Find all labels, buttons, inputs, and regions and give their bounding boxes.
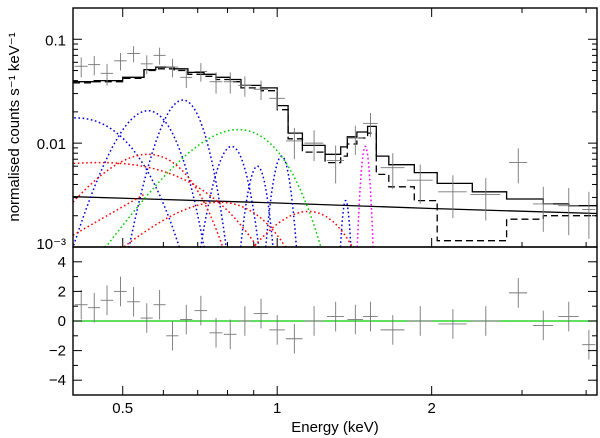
residual-point-14 [269,315,285,345]
spectrum-point-24 [509,148,528,184]
residual-data-points [74,276,596,360]
gaussian-component-3-6 [339,199,352,248]
residual-y-tick-label-4: −4 [49,372,66,389]
model-curves [72,66,598,248]
gaussian-baseline-5 [72,193,145,236]
residual-y-tick-label-3: −2 [49,343,66,360]
gaussian-component-5-0 [73,161,260,248]
residual-y-tick-label-2: 0 [58,313,66,330]
spectrum-point-12 [238,76,252,97]
model-step-curve-0 [73,66,597,207]
spectrum-y-axis-label: normalised counts s⁻¹ keV⁻¹ [6,32,23,221]
spectrum-point-26 [558,187,579,236]
gaussian-component-3-1 [72,110,205,248]
residual-point-8 [180,304,193,335]
residual-point-12 [238,306,252,336]
energy-x-tick-labels: 0.5 1 2 [112,400,436,417]
spectrum-point-7 [166,58,179,78]
spectrum-point-8 [180,68,193,88]
residual-point-25 [532,310,554,341]
energy-tick-label-1: 1 [273,400,281,417]
residual-point-5 [140,303,153,333]
gaussian-component-3-0 [74,117,181,248]
residual-point-1 [88,292,101,323]
spectrum-y-tick-label-1: 0.01 [37,136,66,153]
residual-point-13 [253,298,269,329]
residual-point-4 [127,286,140,317]
spectrum-point-3 [114,52,127,71]
spectrum-point-4 [127,46,140,63]
spectrum-point-23 [470,178,501,221]
spectrum-point-17 [326,145,345,184]
spectrum-data-points [74,46,596,239]
residual-axis-ticks [72,261,597,395]
residual-point-11 [223,319,237,350]
residual-point-16 [304,306,324,336]
spectrum-panel: 0.1 0.01 10⁻³ normalised counts s⁻¹ keV⁻¹ [6,7,598,253]
spectrum-point-20 [380,153,405,190]
spectrum-point-18 [347,125,364,155]
residual-point-3 [114,276,127,307]
gaussian-component-3-3 [199,145,260,248]
residual-point-7 [166,321,179,351]
residual-point-17 [326,301,345,332]
residual-point-0 [74,289,88,320]
spectrum-point-1 [88,56,101,76]
residual-y-tick-label-1: 2 [58,283,66,300]
gaussian-component-6-0 [356,145,374,248]
spectrum-point-2 [100,63,114,86]
residual-panel: 4 2 0 −2 −4 0.5 1 2 Energy (keV) [49,246,598,436]
spectrum-point-0 [74,57,88,78]
residual-point-20 [380,315,405,345]
gaussian-component-5-2 [119,201,288,248]
spectrum-point-27 [582,191,596,239]
spectrum-y-tick-labels: 0.1 0.01 10⁻³ [36,32,66,253]
residual-point-2 [100,285,114,316]
energy-x-axis-label: Energy (keV) [291,419,379,436]
residual-point-23 [470,306,501,336]
spectrum-point-10 [209,72,223,94]
residual-plot-frame [72,246,598,396]
spectrum-y-tick-label-2: 10⁻³ [36,236,66,253]
residual-point-9 [194,295,208,326]
spectrum-point-19 [363,113,378,137]
spectrum-point-13 [253,80,269,101]
residual-y-tick-label-0: 4 [58,254,66,271]
residual-point-18 [347,304,364,335]
spectrum-point-25 [532,186,554,232]
spectrum-point-5 [140,55,153,75]
residual-point-19 [363,301,378,332]
residual-point-6 [153,289,166,320]
continuum-line [72,196,598,215]
residual-point-24 [509,278,528,308]
energy-tick-label-0: 0.5 [112,400,133,417]
spectrum-point-9 [194,63,208,82]
residual-y-tick-labels: 4 2 0 −2 −4 [49,254,66,389]
residual-point-22 [438,309,467,339]
residual-point-15 [285,323,303,354]
spectrum-point-21 [406,164,433,204]
spectrum-point-16 [304,130,324,162]
spectrum-point-6 [153,47,166,65]
spectrum-point-11 [223,72,237,94]
residual-point-27 [582,329,596,360]
spectrum-point-15 [285,127,303,160]
spectrum-point-14 [269,89,285,110]
gaussian-component-3-2 [128,99,228,248]
spectrum-point-22 [438,175,467,219]
gaussian-component-4-0 [104,128,323,248]
gaussian-component-3-5 [264,155,298,248]
residual-point-21 [406,306,433,336]
residual-point-26 [558,301,579,332]
model-step-curve-1 [73,68,597,242]
energy-tick-label-2: 2 [427,400,435,417]
residual-point-10 [209,318,223,348]
spectrum-y-tick-label-0: 0.1 [45,32,66,49]
